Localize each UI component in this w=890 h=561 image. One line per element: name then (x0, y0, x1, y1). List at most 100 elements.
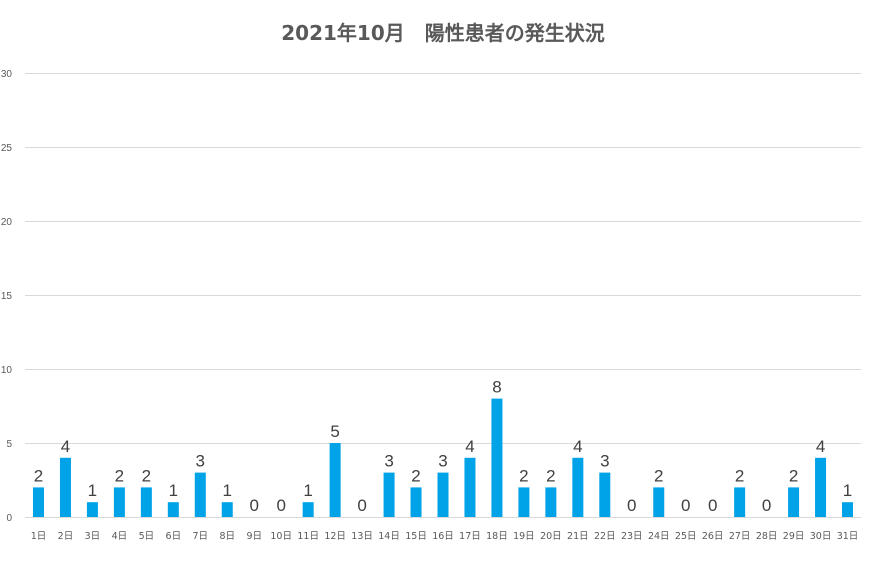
data-label: 0 (276, 496, 285, 515)
x-tick-label: 15日 (405, 531, 427, 542)
bar (221, 502, 233, 517)
bar (734, 487, 746, 517)
x-tick-label: 29日 (783, 531, 805, 542)
data-label: 2 (789, 466, 798, 485)
bar (329, 443, 341, 517)
x-tick-label: 22日 (594, 531, 616, 542)
bar (194, 472, 206, 517)
x-tick-label: 27日 (729, 531, 751, 542)
x-tick-label: 10日 (270, 531, 292, 542)
data-label: 0 (627, 496, 636, 515)
data-label: 2 (142, 466, 151, 485)
x-axis-ticks: 1日 2日 3日 4日 5日 6日 7日 8日 9日 10日 11日 12日 13日 14日 15日 16日 1… (31, 531, 859, 542)
x-tick-label: 17日 (459, 531, 481, 542)
x-tick-label: 14日 (378, 531, 400, 542)
data-label: 0 (249, 496, 258, 515)
y-tick-label: 5 (6, 439, 12, 450)
bar (140, 487, 152, 517)
data-label: 8 (492, 378, 501, 397)
bar (788, 487, 800, 517)
data-label: 1 (223, 481, 232, 500)
data-label: 2 (34, 466, 43, 485)
x-tick-label: 23日 (621, 531, 643, 542)
bar (167, 502, 179, 517)
x-tick-label: 16日 (432, 531, 454, 542)
data-label: 0 (762, 496, 771, 515)
x-tick-label: 11日 (297, 531, 319, 542)
data-label: 3 (438, 452, 447, 471)
x-tick-label: 28日 (756, 531, 778, 542)
data-label: 2 (654, 466, 663, 485)
x-tick-label: 8日 (219, 531, 235, 542)
data-label: 2 (519, 466, 528, 485)
data-label: 4 (816, 437, 825, 456)
x-tick-label: 7日 (193, 531, 209, 542)
gridlines (25, 73, 861, 518)
bar (410, 487, 422, 517)
x-tick-label: 26日 (702, 531, 724, 542)
data-label: 3 (196, 452, 205, 471)
x-tick-label: 24日 (648, 531, 670, 542)
data-label: 2 (735, 466, 744, 485)
bar (491, 398, 503, 517)
data-label: 3 (384, 452, 393, 471)
bar (653, 487, 665, 517)
data-label: 0 (357, 496, 366, 515)
x-tick-label: 18日 (486, 531, 508, 542)
x-tick-label: 4日 (112, 531, 128, 542)
bar (545, 487, 557, 517)
x-tick-label: 3日 (85, 531, 101, 542)
data-label: 1 (843, 481, 852, 500)
y-axis-ticks: 0 5 10 15 20 25 30 (1, 69, 13, 524)
bar (383, 472, 395, 517)
x-tick-label: 6日 (166, 531, 182, 542)
bar (518, 487, 530, 517)
x-tick-label: 1日 (31, 531, 47, 542)
x-tick-label: 21日 (567, 531, 589, 542)
x-tick-label: 2日 (58, 531, 74, 542)
data-label: 0 (681, 496, 690, 515)
data-label: 2 (411, 466, 420, 485)
bar (842, 502, 854, 517)
y-tick-label: 10 (1, 365, 13, 376)
bar (113, 487, 125, 517)
x-tick-label: 13日 (351, 531, 373, 542)
bar (572, 457, 584, 517)
y-tick-label: 30 (1, 69, 13, 80)
data-label: 1 (88, 481, 97, 500)
bar (86, 502, 98, 517)
data-label: 1 (169, 481, 178, 500)
bar (815, 457, 827, 517)
data-label: 1 (303, 481, 312, 500)
data-label: 2 (546, 466, 555, 485)
x-tick-label: 12日 (324, 531, 346, 542)
bar (32, 487, 44, 517)
bar (437, 472, 449, 517)
x-tick-label: 9日 (246, 531, 262, 542)
data-label: 2 (115, 466, 124, 485)
data-label: 4 (61, 437, 70, 456)
data-label: 3 (600, 452, 609, 471)
bar (59, 457, 71, 517)
y-tick-label: 15 (1, 291, 13, 302)
y-tick-label: 0 (6, 513, 12, 524)
x-tick-label: 20日 (540, 531, 562, 542)
bars (32, 398, 854, 517)
x-tick-label: 19日 (513, 531, 535, 542)
data-label: 4 (573, 437, 582, 456)
bar (599, 472, 611, 517)
x-tick-label: 25日 (675, 531, 697, 542)
x-tick-label: 31日 (837, 531, 859, 542)
x-tick-label: 5日 (139, 531, 155, 542)
data-label: 5 (330, 422, 339, 441)
data-label: 0 (708, 496, 717, 515)
x-tick-label: 30日 (810, 531, 832, 542)
data-label: 4 (465, 437, 474, 456)
y-tick-label: 20 (1, 217, 13, 228)
y-tick-label: 25 (1, 143, 13, 154)
chart-title: 2021年10月 陽性患者の発生状況 (281, 21, 605, 45)
bar (464, 457, 476, 517)
